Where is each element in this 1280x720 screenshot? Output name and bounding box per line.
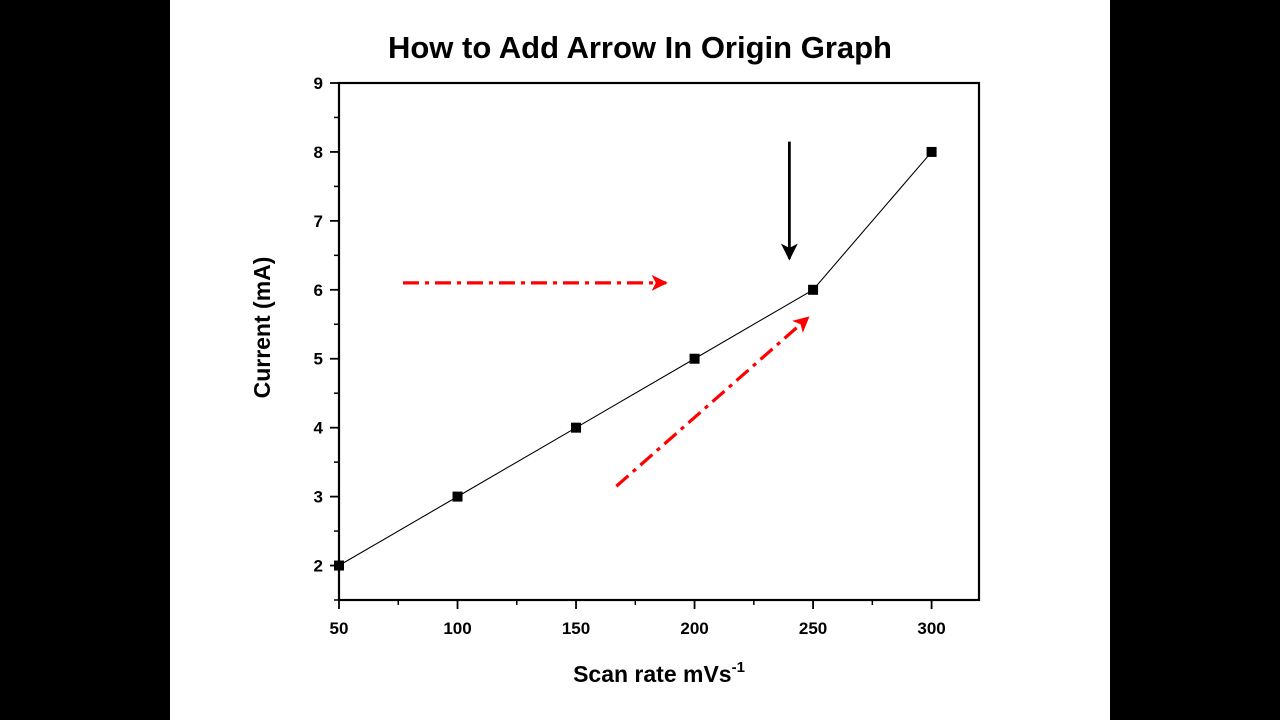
x-axis-label: Scan rate mVs-1 <box>573 659 745 687</box>
annotation-layer <box>403 141 810 488</box>
x-axis-label-superscript: -1 <box>732 659 745 676</box>
data-point <box>571 422 582 433</box>
chart-page: How to Add Arrow In Origin Graph 50 100 15… <box>170 0 1110 720</box>
axis-ticks-layer: 50 100 150 200 250 300 2 3 4 5 6 7 8 9 <box>314 74 946 638</box>
chart-svg: 50 100 150 200 250 300 2 3 4 5 6 7 8 9 Scan rate mVs-… <box>249 74 981 687</box>
axis-labels-layer: Scan rate mVs-1 Current (mA) <box>249 257 745 687</box>
chart-title: How to Add Arrow In Origin Graph <box>387 30 892 65</box>
plot-frame <box>337 81 981 602</box>
data-point <box>452 491 463 502</box>
data-point <box>808 284 819 295</box>
x-axis-label-text: Scan rate mVs <box>573 661 732 687</box>
y-tick-label: 8 <box>314 143 323 162</box>
y-tick-label: 7 <box>314 212 323 231</box>
red-dashdot-arrow <box>615 316 810 488</box>
y-tick-label: 5 <box>314 350 323 369</box>
x-tick-label: 300 <box>917 619 945 638</box>
series-layer <box>334 146 937 571</box>
y-tick-label: 9 <box>314 74 323 93</box>
x-tick-label: 50 <box>330 619 349 638</box>
y-tick-label: 4 <box>314 419 324 438</box>
data-point <box>689 353 700 364</box>
y-tick-label: 2 <box>314 557 323 576</box>
x-tick-label: 100 <box>443 619 471 638</box>
x-tick-label: 150 <box>562 619 590 638</box>
y-tick-label: 6 <box>314 281 323 300</box>
data-point <box>926 146 937 157</box>
x-tick-label: 200 <box>680 619 708 638</box>
plot-frame-layer <box>337 81 981 602</box>
data-point <box>334 560 344 571</box>
y-axis-label: Current (mA) <box>249 257 275 399</box>
series-line <box>338 151 933 567</box>
x-tick-label: 250 <box>799 619 827 638</box>
y-tick-label: 3 <box>314 488 323 507</box>
